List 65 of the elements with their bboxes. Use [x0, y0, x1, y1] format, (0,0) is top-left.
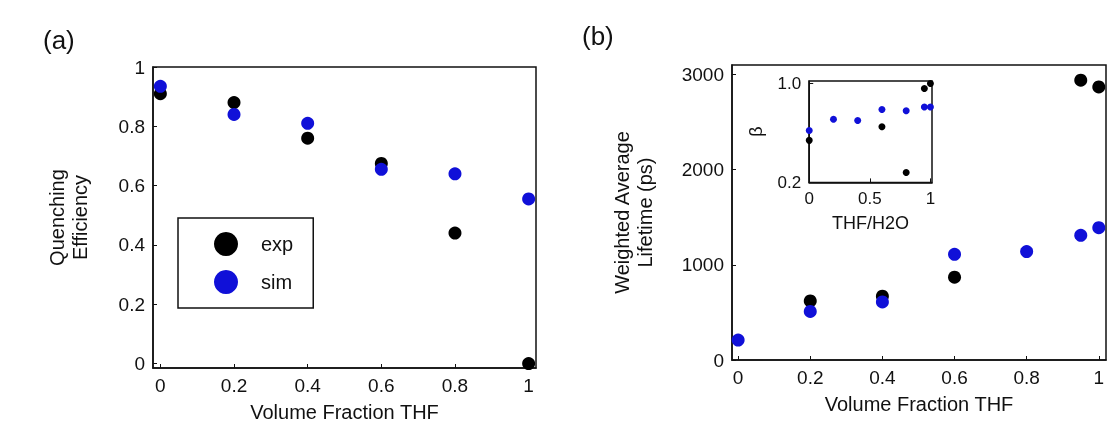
x-tick-label: 0.8	[441, 375, 469, 396]
x-tick-label: 0.8	[1013, 367, 1040, 388]
point	[227, 96, 241, 110]
point	[1020, 245, 1034, 259]
point	[902, 107, 910, 115]
point	[227, 107, 241, 121]
x-axis-title: Volume Fraction THF	[824, 392, 1014, 415]
x-tick-label: 0.2	[797, 367, 824, 388]
x-tick-label: 0	[732, 367, 744, 388]
point	[448, 167, 462, 181]
legend-label: exp	[261, 233, 294, 255]
point	[301, 131, 315, 145]
x-axis-title: THF/H2O	[832, 212, 910, 233]
point	[1074, 73, 1088, 87]
y-tick-label: 2000	[681, 159, 724, 181]
point	[522, 192, 536, 206]
y-tick-label: 1.0	[777, 73, 802, 93]
chart-title: (a)	[43, 25, 75, 55]
x-tick-label: 1	[523, 375, 534, 396]
point	[926, 79, 934, 87]
point	[875, 295, 889, 309]
y-tick-label: 0.2	[118, 293, 145, 315]
y-tick-label: 0.8	[118, 115, 145, 137]
point	[448, 226, 462, 240]
x-tick-label: 0.2	[220, 375, 248, 396]
point	[926, 103, 934, 111]
point	[805, 136, 813, 144]
point	[948, 247, 962, 261]
x-tick-label: 0.4	[294, 375, 322, 396]
y-axis-title: β	[746, 126, 767, 137]
y-tick-label: 1000	[681, 254, 724, 276]
point	[1092, 80, 1106, 94]
x-tick-label: 1	[925, 189, 936, 209]
x-tick-label: 1	[1093, 367, 1105, 388]
y-tick-label: 0	[713, 349, 724, 371]
point	[854, 117, 862, 125]
point	[301, 116, 315, 130]
point	[920, 84, 928, 92]
point	[902, 169, 910, 177]
point	[803, 304, 817, 318]
legend-label: sim	[261, 271, 293, 293]
point	[878, 105, 886, 113]
point	[1092, 221, 1106, 235]
chart-title: (b)	[582, 21, 614, 51]
y-tick-label: 1	[134, 56, 145, 78]
point	[829, 115, 837, 123]
point	[948, 270, 962, 284]
x-axis-title: Volume Fraction THF	[250, 400, 439, 423]
point	[1074, 228, 1088, 242]
x-tick-label: 0.5	[858, 189, 882, 209]
point	[374, 162, 388, 176]
y-axis-title: Weighted Average Lifetime (ps)	[610, 131, 656, 294]
point	[805, 126, 813, 134]
x-tick-label: 0.4	[869, 367, 897, 388]
x-tick-label: 0.6	[368, 375, 395, 396]
x-tick-label: 0.6	[941, 367, 968, 388]
y-axis-title: Quenching Efficiency	[45, 169, 91, 266]
point	[731, 333, 745, 347]
y-tick-label: 0.4	[118, 234, 146, 256]
x-tick-label: 0	[155, 375, 166, 396]
point	[920, 103, 928, 111]
y-tick-label: 3000	[681, 64, 724, 86]
point	[153, 79, 167, 93]
point	[878, 123, 886, 131]
point	[522, 357, 536, 371]
